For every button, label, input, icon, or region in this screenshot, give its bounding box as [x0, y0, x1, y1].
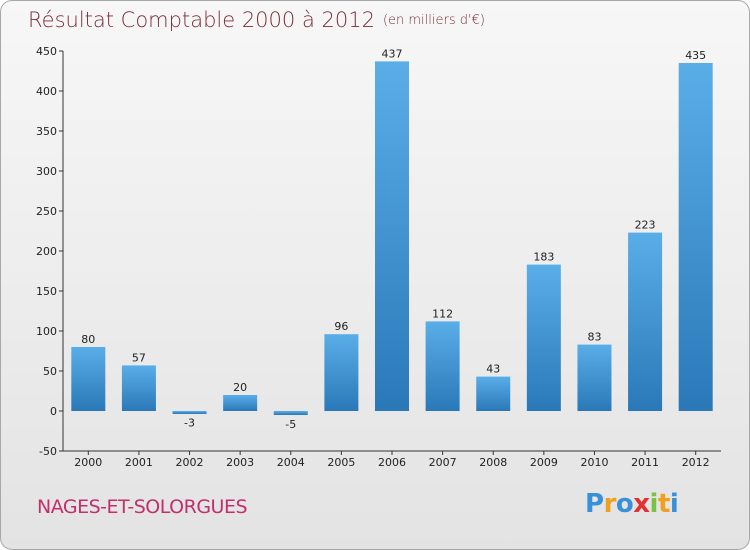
x-tick-label: 2000 — [74, 456, 102, 469]
chart-title: Résultat Comptable 2000 à 2012 (en millie… — [28, 8, 485, 32]
y-tick-label: 300 — [36, 165, 57, 178]
bar — [526, 264, 561, 411]
logo-letter: x — [633, 489, 650, 519]
bar — [71, 347, 106, 411]
chart-value-labels: 80 57 -3 20 -5 96 437 112 43 183 83 223 435 — [81, 47, 706, 431]
bar — [324, 334, 359, 411]
data-label: 20 — [233, 381, 247, 394]
x-tick-label: 2008 — [479, 456, 507, 469]
y-tick-label: 150 — [36, 285, 57, 298]
bar — [121, 365, 156, 411]
chart-bars — [71, 61, 713, 415]
x-tick-label: 2003 — [226, 456, 254, 469]
chart-title-text: Résultat Comptable 2000 à 2012 — [28, 8, 375, 32]
x-tick-label: 2002 — [176, 456, 204, 469]
data-label: 96 — [334, 320, 348, 333]
x-tick-label: 2012 — [682, 456, 710, 469]
logo-letter: P — [585, 489, 604, 519]
y-tick-label: 450 — [36, 45, 57, 58]
logo-letter: i — [669, 489, 679, 519]
bar — [476, 376, 511, 411]
logo-letter: t — [657, 489, 670, 519]
data-label: 83 — [587, 331, 601, 344]
x-tick-label: 2005 — [327, 456, 355, 469]
data-label: 57 — [132, 351, 146, 364]
logo-letter: r — [603, 489, 617, 519]
chart-subtitle: (en milliers d'€) — [382, 13, 485, 28]
y-tick-label: -50 — [39, 445, 57, 458]
y-tick-label: 50 — [43, 365, 57, 378]
logo-letter: o — [615, 489, 634, 519]
data-label: 43 — [486, 363, 500, 376]
x-tick-label: 2004 — [277, 456, 305, 469]
y-tick-label: 0 — [50, 405, 57, 418]
bar — [375, 61, 409, 412]
proxiti-logo[interactable]: Proxiti — [585, 489, 679, 519]
y-tick-label: 350 — [36, 125, 57, 138]
x-tick-label: 2007 — [429, 456, 457, 469]
x-tick-label: 2011 — [631, 456, 659, 469]
data-label: 437 — [382, 47, 403, 60]
data-label: 80 — [81, 333, 95, 346]
data-label: 183 — [533, 251, 554, 264]
bar — [223, 395, 258, 411]
bar — [425, 321, 460, 411]
bar — [628, 232, 663, 411]
data-label: 223 — [635, 219, 656, 232]
data-label: -3 — [184, 416, 195, 429]
x-tick-label: 2010 — [580, 456, 608, 469]
data-label: 112 — [432, 307, 453, 320]
bar — [678, 63, 713, 411]
logo-letter: i — [649, 489, 659, 519]
bar — [172, 411, 207, 414]
x-tick-label: 2001 — [125, 456, 153, 469]
y-tick-label: 200 — [36, 245, 57, 258]
y-tick-label: 250 — [36, 205, 57, 218]
bar — [577, 344, 612, 411]
data-label: -5 — [285, 418, 296, 431]
bar — [273, 411, 308, 415]
y-tick-label: 100 — [36, 325, 57, 338]
chart-axes: -50 0 50 100 150 200 250 300 350 400 450 2000 2001 20… — [36, 45, 721, 469]
commune-name: NAGES-ET-SOLORGUES — [37, 496, 248, 518]
data-label: 435 — [685, 49, 706, 62]
x-tick-label: 2009 — [530, 456, 558, 469]
y-tick-label: 400 — [36, 85, 57, 98]
x-tick-label: 2006 — [378, 456, 406, 469]
